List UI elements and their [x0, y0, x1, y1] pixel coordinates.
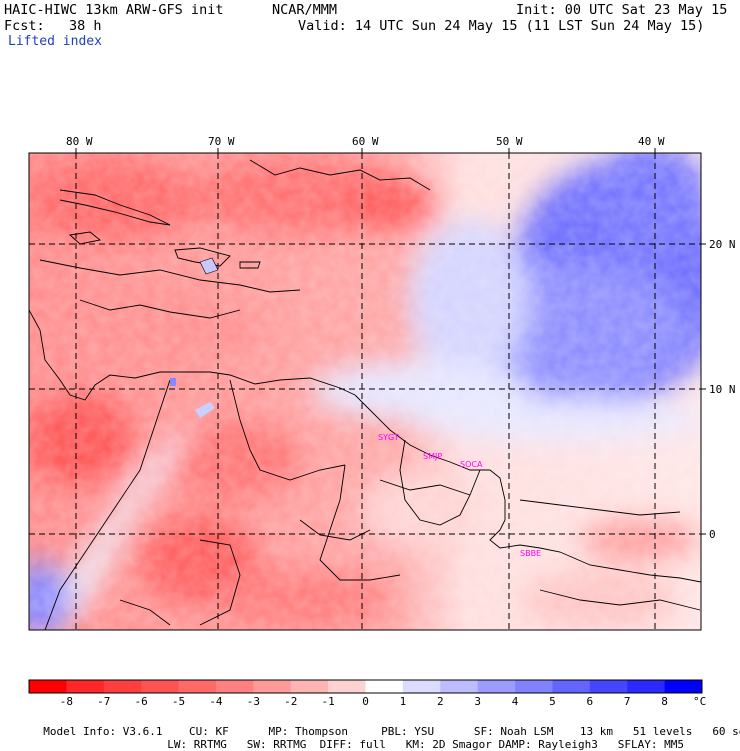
- mp-value: Thompson: [294, 725, 348, 738]
- lifted-index-field: SYGT SMJP SOCA SBBE: [29, 153, 701, 630]
- cu-value: KF: [215, 725, 229, 738]
- sf-value: Noah LSM: [500, 725, 554, 738]
- lat-label-20n: 20 N: [709, 238, 736, 251]
- model-title: HAIC-HIWC 13km ARW-GFS init: [4, 2, 224, 18]
- lon-label-40w: 40 W: [638, 135, 665, 148]
- colorbar-tick-label: 8: [661, 695, 668, 708]
- vertical-levels: 51 levels: [632, 725, 693, 738]
- colorbar-tick-label: -1: [321, 695, 334, 708]
- colorbar-swatch: [141, 680, 180, 693]
- timestep: 60 sec: [712, 725, 740, 738]
- sf-label: SF:: [473, 725, 494, 738]
- cu-label: CU:: [188, 725, 209, 738]
- colorbar-swatch: [477, 680, 516, 693]
- colorbar-swatch: [29, 680, 67, 693]
- map-frame: [28, 152, 702, 631]
- colorbar-swatch: [627, 680, 666, 693]
- valid-time: Valid: 14 UTC Sun 24 May 15 (11 LST Sun …: [298, 18, 705, 34]
- colorbar-swatch: [66, 680, 105, 693]
- colorbar: -8 -7 -6 -5 -4 -3 -2 -1 0 1 2 3 4 5 6 7 8: [28, 679, 703, 708]
- lon-label-60w: 60 W: [352, 135, 379, 148]
- model-info-label: Model Info:: [43, 725, 117, 738]
- colorbar-swatch: [103, 680, 142, 693]
- model-info-line-1: Model Info: V3.6.1 CU: KF MP: Thompson P…: [30, 712, 740, 738]
- station-label-sygt: SYGT: [378, 433, 399, 442]
- init-time: Init: 00 UTC Sat 23 May 15: [516, 2, 728, 18]
- colorbar-tick-label: -2: [284, 695, 297, 708]
- station-label-smjp: SMJP: [423, 452, 442, 461]
- mp-label: MP:: [268, 725, 289, 738]
- colorbar-unit: °C: [693, 695, 706, 708]
- station-label-sbbe: SBBE: [520, 549, 541, 558]
- colorbar-swatch: [440, 680, 479, 693]
- colorbar-swatch: [290, 680, 329, 693]
- colorbar-swatch: [215, 680, 254, 693]
- organization-label: NCAR/MMM: [272, 2, 338, 18]
- colorbar-tick-label: 0: [362, 695, 369, 708]
- lon-label-70w: 70 W: [208, 135, 235, 148]
- pbl-value: YSU: [414, 725, 435, 738]
- model-version: V3.6.1: [122, 725, 163, 738]
- station-label-soca: SOCA: [460, 460, 483, 469]
- colorbar-swatch: [515, 680, 553, 693]
- colorbar-tick-label: 1: [400, 695, 407, 708]
- colorbar-tick-label: 7: [624, 695, 631, 708]
- colorbar-swatch: [552, 680, 591, 693]
- colorbar-tick-label: -7: [97, 695, 110, 708]
- colorbar-swatch: [328, 680, 366, 693]
- colorbar-tick-label: 4: [512, 695, 519, 708]
- colorbar-swatch: [589, 680, 628, 693]
- grid-spacing: 13 km: [579, 725, 613, 738]
- colorbar-tick-label: -8: [60, 695, 73, 708]
- colorbar-tick-label: -5: [172, 695, 185, 708]
- colorbar-swatch: [365, 680, 404, 693]
- colorbar-swatch: [178, 680, 217, 693]
- colorbar-tick-label: -6: [135, 695, 148, 708]
- colorbar-tick-label: -4: [209, 695, 223, 708]
- colorbar-tick-label: 6: [587, 695, 594, 708]
- colorbar-swatch: [664, 680, 703, 693]
- lon-label-80w: 80 W: [66, 135, 93, 148]
- colorbar-swatch: [402, 680, 441, 693]
- colorbar-tick-label: -3: [247, 695, 260, 708]
- field-name: Lifted index: [8, 34, 102, 49]
- lat-label-0: 0: [709, 528, 716, 541]
- model-info-line-2: LW: RRTMG SW: RRTMG DIFF: full KM: 2D Sm…: [154, 725, 684, 751]
- lon-label-50w: 50 W: [496, 135, 523, 148]
- forecast-hour: Fcst: 38 h: [4, 18, 102, 34]
- colorbar-tick-label: 2: [437, 695, 444, 708]
- colorbar-tick-label: 3: [474, 695, 481, 708]
- lat-label-10n: 10 N: [709, 383, 736, 396]
- pbl-label: PBL:: [381, 725, 408, 738]
- colorbar-frame: [28, 679, 703, 694]
- colorbar-swatch: [253, 680, 292, 693]
- colorbar-tick-label: 5: [549, 695, 556, 708]
